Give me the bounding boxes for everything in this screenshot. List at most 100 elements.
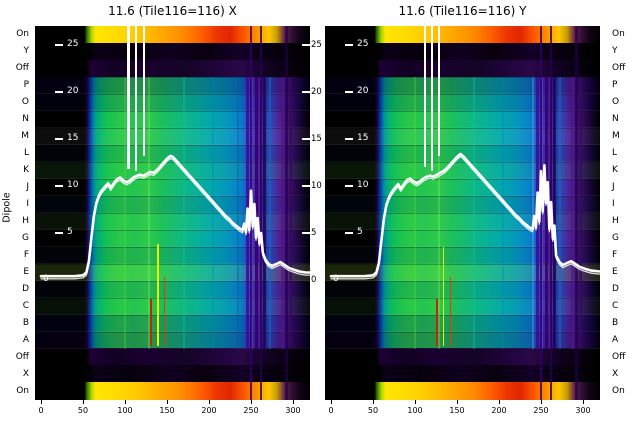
dipole-label: I (26, 199, 29, 209)
heatmap-streak (579, 77, 582, 349)
bandpass-line (330, 155, 600, 280)
dipole-label: E (612, 267, 618, 277)
y-tick-label: 5 (357, 227, 363, 237)
heatmap-streak (236, 77, 239, 349)
y-tick-label: 25 (357, 39, 369, 49)
y-tick-label-right: 20 (311, 87, 322, 97)
heatmap-row-tint (325, 247, 600, 264)
x-tick-label: 200 (201, 406, 217, 415)
x-tick-mark (208, 400, 210, 404)
dipole-label: E (23, 267, 29, 277)
dipole-label: M (21, 131, 29, 141)
dipole-label: B (22, 318, 29, 328)
heatmap-row-off-top (325, 60, 600, 77)
heatmap-row-x (35, 365, 310, 382)
dipole-label: C (612, 301, 619, 311)
y-axis-ticks-between: 25 20 15 10 5 0 (311, 26, 331, 400)
x-tick-mark (582, 400, 584, 404)
rfi-line (126, 26, 130, 169)
dipole-label: H (22, 216, 29, 226)
dipole-label: N (612, 114, 619, 124)
y-tick-mark (345, 185, 353, 187)
y-tick-mark (55, 138, 63, 140)
y-tick-label: 10 (67, 180, 79, 190)
dipole-label: X (22, 369, 29, 379)
x-tick-label: 150 (159, 406, 175, 415)
heatmap-row-tint (35, 196, 310, 213)
heatmap-row-tint (35, 213, 310, 230)
heatmap-row-on-top (325, 26, 600, 43)
x-tick-mark (124, 400, 126, 404)
dipole-label: K (612, 165, 618, 175)
heatmap-row-tint (35, 145, 310, 162)
dipole-labels-left: On Y Off P O N M L K J I H G F E D C B A Off X On (0, 26, 29, 400)
x-tick-mark (540, 400, 542, 404)
bandpass-line (329, 152, 600, 278)
heatmap-row-off-bottom (325, 348, 600, 365)
heatmap-row-tint (35, 281, 310, 298)
bandpass-line (39, 154, 310, 278)
x-tick-label: 300 (575, 406, 591, 415)
dipole-label: F (23, 250, 29, 260)
y-tick-label: 25 (67, 39, 79, 49)
dipole-label: L (612, 148, 618, 158)
dipole-label: P (612, 80, 618, 90)
marker-line (150, 299, 152, 346)
heatmap-streak (280, 77, 285, 349)
x-tick-label: 150 (449, 406, 465, 415)
dipole-label: G (612, 233, 619, 243)
heatmap-row-tint (325, 332, 600, 349)
heatmap-streak (570, 77, 575, 349)
dipole-label: J (26, 182, 29, 192)
heatmap-row-on-bottom (325, 382, 600, 400)
dipole-label: A (22, 335, 29, 345)
x-tick-label: 0 (328, 406, 334, 415)
dipole-label: Y (612, 46, 618, 56)
heatmap-row-tint (325, 213, 600, 230)
heatmap-streak (182, 77, 185, 349)
x-tick-label: 250 (243, 406, 259, 415)
dipole-label: G (22, 233, 29, 243)
y-tick-mark (55, 44, 63, 46)
x-axis-ticks-right: 0 50 100 150 200 250 300 (325, 400, 600, 422)
rfi-line (134, 26, 138, 171)
x-tick-label: 100 (407, 406, 423, 415)
heatmap-row-tint (35, 264, 310, 281)
dipole-label: H (612, 216, 619, 226)
y-tick-label: 20 (67, 86, 79, 96)
heatmap-streak (472, 77, 475, 349)
x-tick-mark (292, 400, 294, 404)
y-tick-label-right: 5 (311, 228, 317, 238)
dipole-labels-right: On Y Off P O N M L K J I H G F E D C B A Off X On (612, 26, 640, 400)
x-tick-mark (372, 400, 374, 404)
y-tick-mark (345, 44, 353, 46)
y-tick-mark (55, 91, 63, 93)
heatmap-streak (544, 77, 548, 349)
heatmap-streak (212, 77, 215, 349)
y-tick-mark-right (302, 91, 310, 93)
dipole-label: Y (23, 46, 30, 56)
heatmap-row-tint (325, 128, 600, 145)
x-tick-label: 200 (491, 406, 507, 415)
heatmap-panel-y: 25 20 15 10 5 0 (325, 26, 600, 400)
y-tick-mark (345, 138, 353, 140)
heatmap-row-tint (325, 298, 600, 315)
y-tick-mark (55, 232, 63, 234)
heatmap-row-tint (35, 332, 310, 349)
heatmap-streak (558, 77, 561, 349)
heatmap-row-y (325, 43, 600, 60)
heatmap-row-tint (35, 128, 310, 145)
x-tick-label: 0 (38, 406, 44, 415)
dipole-label: K (23, 165, 29, 175)
dipole-label: B (612, 318, 619, 328)
heatmap-streak (147, 77, 150, 349)
heatmap-row-off-top (35, 60, 310, 77)
y-tick-mark-right (302, 138, 310, 140)
dipole-label: On (612, 386, 625, 396)
y-tick-label-right: 15 (311, 134, 322, 144)
dipole-label: L (23, 148, 29, 158)
x-tick-label: 50 (367, 406, 379, 415)
heatmap-row-on-bottom (35, 382, 310, 400)
heatmap-row-on-top (35, 26, 310, 43)
